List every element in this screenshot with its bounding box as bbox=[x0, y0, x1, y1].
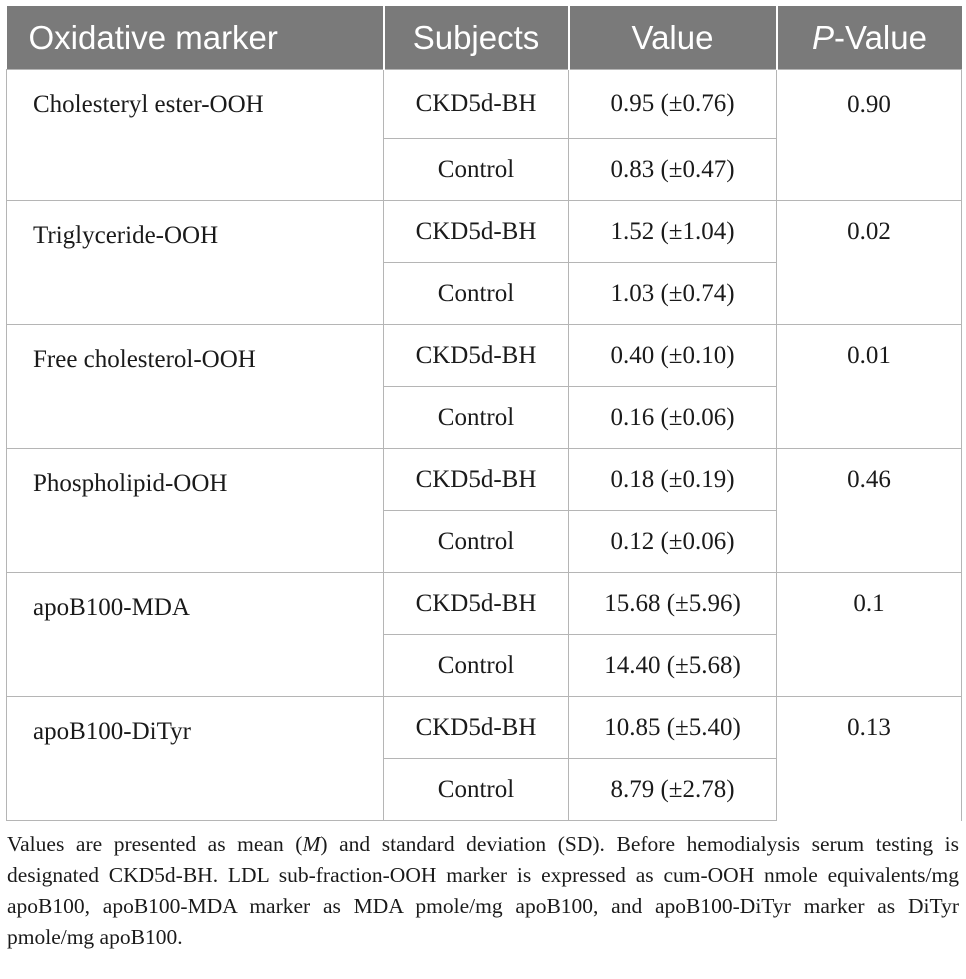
table-row: Control 0.16 (±0.06) bbox=[7, 386, 962, 449]
subject-cell: Control bbox=[383, 634, 569, 697]
table-row: Triglyceride-OOH CKD5d-BH 1.52 (±1.04) 0… bbox=[6, 200, 962, 325]
value-cell: 1.03 (±0.74) bbox=[568, 262, 777, 325]
marker-cell: Phospholipid-OOH bbox=[6, 448, 384, 573]
value-cell: 8.79 (±2.78) bbox=[568, 758, 777, 821]
value-cell: 0.40 (±0.10) bbox=[568, 324, 777, 387]
table-row: Control 0.83 (±0.47) bbox=[7, 138, 962, 201]
p-value-cell: 0.01 bbox=[776, 324, 962, 449]
table-row: Phospholipid-OOH CKD5d-BH 0.18 (±0.19) 0… bbox=[6, 448, 962, 573]
oxidative-markers-table: Oxidative marker Subjects Value P-Value … bbox=[6, 6, 962, 821]
footnote-mean-symbol: M bbox=[302, 832, 321, 856]
table-row: Control 0.12 (±0.06) bbox=[7, 510, 962, 573]
table-row: Control 8.79 (±2.78) bbox=[7, 758, 962, 821]
header-value: Value bbox=[567, 6, 777, 70]
p-value-cell: 0.02 bbox=[776, 200, 962, 325]
value-cell: 0.18 (±0.19) bbox=[568, 448, 777, 511]
subject-cell: CKD5d-BH bbox=[383, 696, 569, 759]
header-p-rest: -Value bbox=[834, 18, 927, 56]
value-cell: 1.52 (±1.04) bbox=[568, 200, 777, 263]
table-row: Free cholesterol-OOH CKD5d-BH 0.40 (±0.1… bbox=[6, 324, 962, 449]
header-p-value: P-Value bbox=[775, 6, 962, 70]
value-cell: 14.40 (±5.68) bbox=[568, 634, 777, 697]
table-row: apoB100-DiTyr CKD5d-BH 10.85 (±5.40) 0.1… bbox=[6, 696, 962, 821]
header-oxidative-marker: Oxidative marker bbox=[6, 6, 384, 70]
subject-cell: CKD5d-BH bbox=[383, 324, 569, 387]
value-cell: 10.85 (±5.40) bbox=[568, 696, 777, 759]
subject-cell: Control bbox=[383, 758, 569, 821]
subject-cell: CKD5d-BH bbox=[383, 69, 569, 139]
marker-cell: apoB100-DiTyr bbox=[6, 696, 384, 821]
header-subjects: Subjects bbox=[382, 6, 569, 70]
table-row: apoB100-MDA CKD5d-BH 15.68 (±5.96) 0.1 bbox=[6, 572, 962, 697]
subject-cell: CKD5d-BH bbox=[383, 200, 569, 263]
table-row: Control 1.03 (±0.74) bbox=[7, 262, 962, 325]
marker-cell: apoB100-MDA bbox=[6, 572, 384, 697]
p-value-cell: 0.13 bbox=[776, 696, 962, 821]
value-cell: 0.83 (±0.47) bbox=[568, 138, 777, 201]
subject-cell: CKD5d-BH bbox=[383, 448, 569, 511]
p-value-cell: 0.90 bbox=[776, 69, 962, 201]
subject-cell: Control bbox=[383, 510, 569, 573]
table-footnote: Values are presented as mean (M) and sta… bbox=[7, 829, 959, 953]
footnote-text-end: ) and standard deviation (SD). Before he… bbox=[7, 832, 959, 949]
subject-cell: Control bbox=[383, 262, 569, 325]
value-cell: 0.95 (±0.76) bbox=[568, 69, 777, 139]
subject-cell: Control bbox=[383, 138, 569, 201]
table-row: Control 14.40 (±5.68) bbox=[7, 634, 962, 697]
table-row: Cholesteryl ester-OOH CKD5d-BH 0.95 (±0.… bbox=[6, 69, 962, 201]
marker-cell: Cholesteryl ester-OOH bbox=[6, 69, 384, 201]
p-value-cell: 0.1 bbox=[776, 572, 962, 697]
p-value-cell: 0.46 bbox=[776, 448, 962, 573]
value-cell: 0.16 (±0.06) bbox=[568, 386, 777, 449]
header-row: Oxidative marker Subjects Value P-Value bbox=[6, 6, 962, 70]
marker-cell: Free cholesterol-OOH bbox=[6, 324, 384, 449]
footnote-text-start: Values are presented as mean ( bbox=[7, 832, 303, 856]
value-cell: 15.68 (±5.96) bbox=[568, 572, 777, 635]
subject-cell: CKD5d-BH bbox=[383, 572, 569, 635]
header-p-italic: P bbox=[812, 18, 835, 56]
subject-cell: Control bbox=[383, 386, 569, 449]
value-cell: 0.12 (±0.06) bbox=[568, 510, 777, 573]
marker-cell: Triglyceride-OOH bbox=[6, 200, 384, 325]
